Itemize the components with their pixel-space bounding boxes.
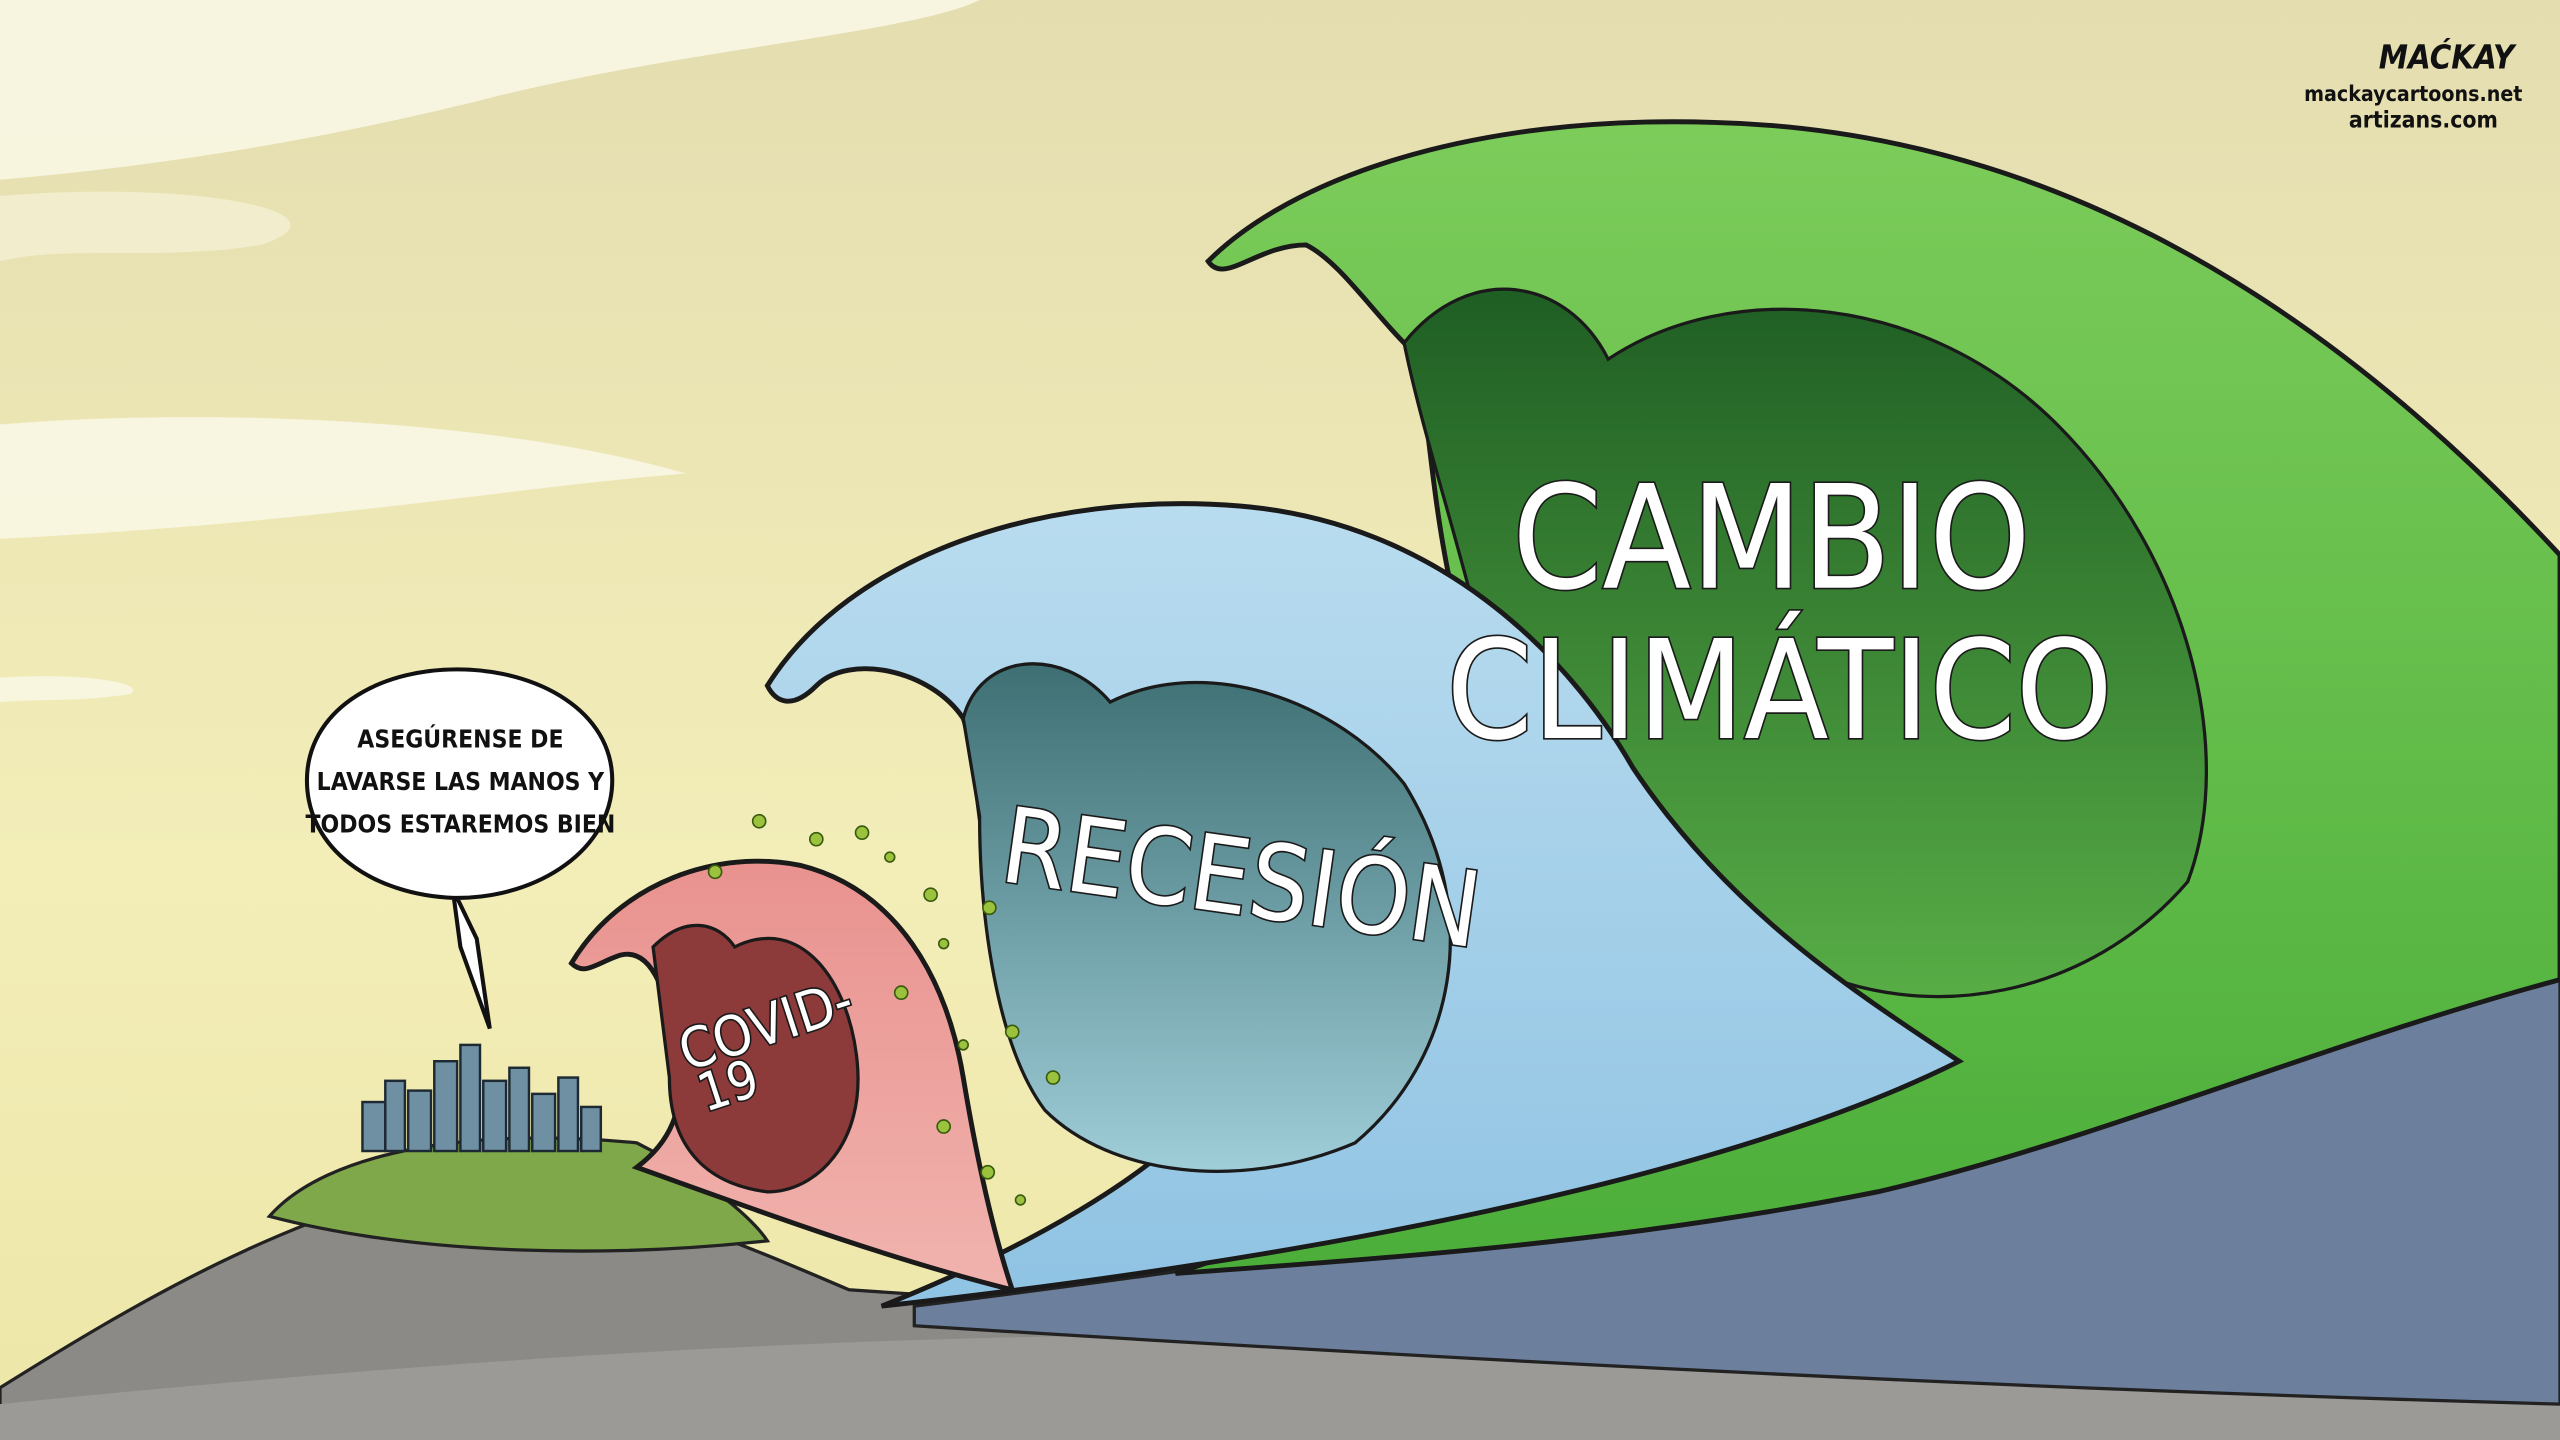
page: Cartoon {"signature": {"name": "MAĆKAY",…	[0, 0, 2560, 1440]
signature-site: artizans.com	[2349, 107, 2498, 133]
speech-text: LAVARSE LAS MANOS Y	[317, 767, 605, 796]
signature: MAĆKAY	[2379, 38, 2517, 77]
wave-label: CAMBIO	[1512, 455, 2031, 622]
speech-text: TODOS ESTAREMOS BIEN	[305, 810, 615, 839]
wave-label: CLIMÁTICO	[1446, 610, 2112, 771]
signature-site: mackaycartoons.net	[2304, 82, 2522, 107]
cartoon: CAMBIO CLIMÁTICO RECESIÓN COVID- 19 ASEG…	[0, 0, 2560, 1440]
body: CAMBIO CLIMÁTICO RECESIÓN COVID- 19 ASEG…	[0, 0, 2560, 1440]
speech-text: ASEGÚRENSE DE	[357, 724, 563, 754]
